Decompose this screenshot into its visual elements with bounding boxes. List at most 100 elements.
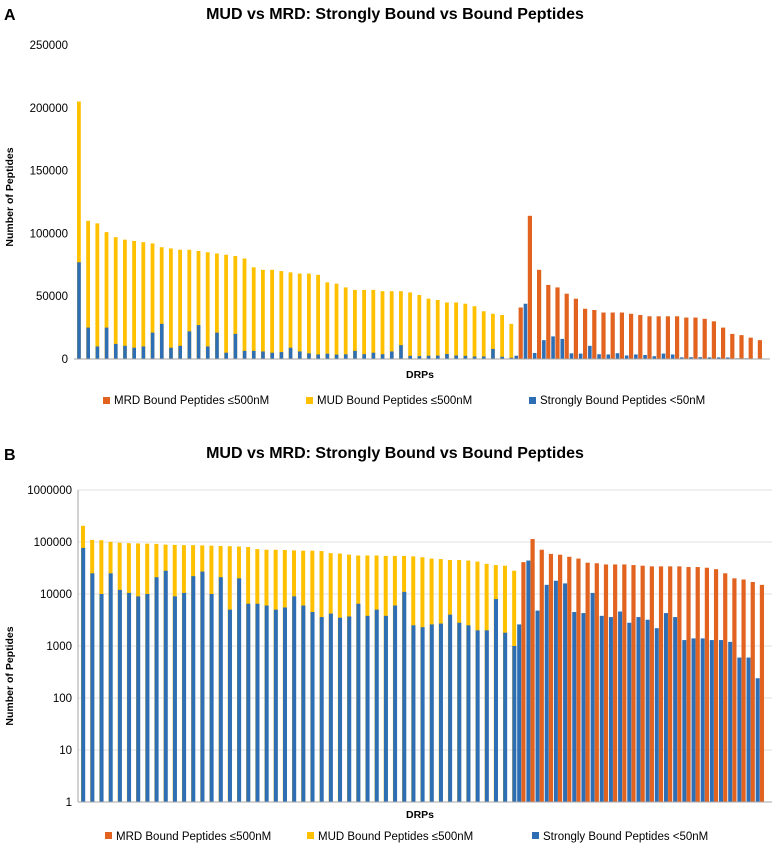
bar-strongly-bound [264, 605, 269, 802]
panel-a-legend: MRD Bound Peptides ≤500nM MUD Bound Pept… [103, 395, 705, 407]
bar-strongly-bound [344, 354, 348, 359]
bar-strongly-bound [328, 613, 333, 802]
bar-strongly-bound [608, 617, 613, 802]
bar-strongly-bound [307, 353, 311, 359]
bar-strongly-bound [411, 625, 416, 802]
bar-strongly-bound [273, 609, 278, 802]
bar-strongly-bound [618, 611, 623, 802]
bar-mrd-bound [567, 556, 572, 802]
panel-a-title: MUD vs MRD: Strongly Bound vs Bound Pept… [206, 6, 584, 23]
bar-strongly-bound [99, 594, 104, 802]
panel-b-title: MUD vs MRD: Strongly Bound vs Bound Pept… [206, 445, 584, 462]
bar-mrd-bound [640, 565, 645, 802]
bar-strongly-bound [634, 354, 638, 359]
bar-mud-bound [463, 303, 468, 359]
legend-swatch-strong [532, 832, 539, 839]
bar-mud-bound [224, 254, 228, 359]
bar-mud-bound [279, 271, 284, 359]
bar-strongly-bound [362, 354, 366, 359]
bar-mud-bound [86, 220, 90, 359]
bar-strongly-bound [301, 605, 306, 802]
bar-strongly-bound [645, 619, 650, 802]
bar-strongly-bound [454, 355, 458, 359]
bar-mud-bound [491, 313, 495, 359]
bar-mrd-bound [723, 573, 728, 802]
bar-mud-bound [205, 252, 210, 359]
bar-strongly-bound [209, 594, 214, 802]
bar-strongly-bound [588, 345, 592, 359]
bar-strongly-bound [445, 353, 449, 359]
bar-strongly-bound [132, 347, 136, 359]
bar-mrd-bound [527, 215, 532, 359]
panel-b-chart: B MUD vs MRD: Strongly Bound vs Bound Pe… [4, 445, 772, 843]
bar-mrd-bound [732, 578, 737, 802]
bar-strongly-bound [475, 630, 480, 802]
bar-strongly-bound [438, 623, 443, 802]
bar-strongly-bound [353, 350, 357, 359]
bar-strongly-bound [691, 638, 696, 802]
legend-label-mud: MUD Bound Peptides ≤500nM [318, 831, 473, 843]
bar-strongly-bound [114, 343, 118, 359]
bar-mud-bound [325, 282, 330, 359]
bar-strongly-bound [654, 628, 659, 802]
bar-mrd-bound [695, 567, 700, 802]
bar-strongly-bound [178, 345, 182, 359]
bar-strongly-bound [81, 547, 86, 802]
y-tick-label: 100000 [34, 537, 72, 549]
bar-strongly-bound [160, 323, 164, 359]
bar-strongly-bound [172, 596, 177, 802]
bar-strongly-bound [371, 352, 376, 359]
bar-strongly-bound [279, 352, 284, 359]
bar-strongly-bound [578, 353, 583, 359]
bar-strongly-bound [532, 352, 537, 359]
bar-strongly-bound [563, 583, 568, 802]
bar-strongly-bound [663, 613, 668, 802]
bar-strongly-bound [270, 352, 274, 359]
bar-strongly-bound [417, 356, 422, 359]
bar-strongly-bound [523, 303, 528, 359]
bar-strongly-bound [670, 354, 675, 359]
bar-mrd-bound [564, 293, 569, 359]
bar-mrd-bound [537, 269, 542, 359]
bar-strongly-bound [728, 641, 733, 802]
bar-strongly-bound [420, 627, 425, 802]
bar-strongly-bound [252, 350, 256, 359]
legend-swatch-strong [529, 397, 536, 404]
bar-strongly-bound [472, 356, 477, 359]
y-tick-label: 1000000 [27, 485, 72, 497]
bar-strongly-bound [429, 624, 434, 802]
bar-mrd-bound [530, 539, 535, 802]
bar-strongly-bound [491, 348, 495, 359]
bar-strongly-bound [615, 353, 620, 359]
bar-strongly-bound [719, 640, 724, 802]
bar-strongly-bound [402, 591, 407, 802]
bar-strongly-bound [661, 353, 666, 359]
bar-strongly-bound [242, 350, 247, 359]
bar-mud-bound [500, 315, 504, 359]
bar-mrd-bound [693, 317, 698, 359]
bar-strongly-bound [463, 355, 468, 359]
legend-swatch-mrd [105, 832, 112, 839]
bar-strongly-bound [292, 596, 297, 802]
bar-strongly-bound [682, 640, 687, 802]
bar-strongly-bound [218, 577, 223, 802]
bar-mrd-bound [686, 567, 691, 802]
bar-strongly-bound [182, 592, 187, 802]
bar-mud-bound [399, 291, 403, 359]
bar-mrd-bound [684, 317, 689, 359]
panel-b-legend: MRD Bound Peptides ≤500nM MUD Bound Pept… [105, 831, 708, 843]
y-tick-label: 1000 [46, 641, 72, 653]
bar-strongly-bound [261, 351, 265, 359]
bar-strongly-bound [689, 357, 693, 359]
bar-mrd-bound [629, 313, 634, 359]
bar-strongly-bound [187, 331, 192, 359]
bar-mrd-bound [757, 340, 762, 359]
bar-strongly-bound [227, 609, 232, 802]
bar-strongly-bound [494, 599, 498, 802]
bar-mrd-bound [649, 566, 654, 802]
bar-mrd-bound [555, 287, 560, 359]
bar-strongly-bound [136, 596, 141, 802]
bar-strongly-bound [90, 573, 95, 802]
bar-strongly-bound [298, 351, 302, 359]
panel-a-x-axis-title: DRPs [406, 369, 434, 381]
